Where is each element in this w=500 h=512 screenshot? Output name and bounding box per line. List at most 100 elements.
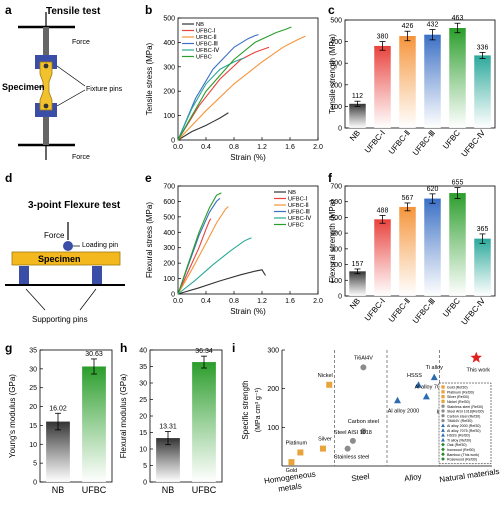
point-label: Gold [286,468,298,474]
panel-label-h: h [120,341,127,355]
alloy-marker [430,373,438,381]
tensile-curves-legend-label: UFBC-Ⅲ [196,42,218,48]
youngs-modulus-data-label: 16.02 [49,405,67,412]
supporting-pins-label: Supporting pins [32,315,88,324]
flexural-modulus-ytick-label: 40 [139,348,147,355]
flexural-curves-xtick-label: 0.8 [229,298,239,305]
flexural-curves-ytick-label: 200 [163,261,175,268]
alloy-marker [415,381,422,388]
force-label-top: Force [72,39,90,46]
youngs-modulus-ytick-label: 0 [33,480,37,487]
tensile-strength-data-label: 112 [352,93,363,100]
panel-label-d: d [5,171,12,185]
flexural-curves-legend-label: UFBC-Ⅲ [288,210,310,216]
flexural-modulus-data-label: 13.31 [159,423,177,430]
point-label: Carbon steel [348,419,379,425]
scatter-legend-label: HSSS (Ref30) [447,434,470,438]
group-label: Steel [351,472,371,483]
flexural-curves-xtick-label: 0.0 [173,298,183,305]
panel-label-i: i [232,341,235,355]
scatter-legend-label: Ti alloy (Ref30) [447,438,471,442]
youngs-modulus-ytick-label: 15 [29,423,37,430]
scatter-legend-label: Ti6Al4V (Ref30) [447,419,472,423]
tensile-strength-data-label: 380 [377,34,389,41]
metal-marker [319,445,326,452]
point-label: Nickel [318,373,333,379]
star-marker [470,351,482,363]
flexural-curves-xtick-label: 2.0 [313,298,323,305]
specific-strength-ylabel-unit: (MPa cm³ g⁻¹) [255,388,262,433]
flexural-curves-ytick-label: 300 [163,245,175,252]
steel-marker [360,428,367,435]
scatter-legend-label: Oak (Ref30) [447,443,467,447]
tensile-curves-ylabel: Tensile stress (MPa) [145,42,154,115]
scatter-legend-label: Carbon steel (Ref30) [447,414,480,418]
alloy-marker [441,433,445,437]
flexural-strength-bar-ufbc-i [374,219,391,296]
specific-strength-ytick-label: 100 [267,425,279,432]
tensile-strength-bar-ufbc-iv [474,55,491,129]
flexural-modulus-bar-nb [156,438,180,482]
youngs-modulus-bar-nb [46,421,70,482]
youngs-modulus-data-label: 30.63 [85,351,103,358]
specimen-label-d: Specimen [38,254,81,264]
scatter-legend-label: Al alloy 2000 (Ref30) [447,424,481,428]
youngs-modulus-ytick-label: 35 [29,348,37,355]
alloy-marker [394,396,401,404]
tensile-test-schematic: Tensile test Force Force Specimen Fixtur… [2,6,123,161]
scatter-legend-label: Ironwood (Ref30) [447,448,475,452]
panel-label-f: f [328,171,333,185]
specific-strength-ylabel: Specific strength [241,380,250,439]
youngs-modulus-ylabel: Young's modulus (GPa) [8,374,17,458]
steel-marker [344,445,351,452]
support-left [19,266,29,284]
flexural-curves-ytick-label: 700 [163,184,175,191]
flexural-strength-category-label: NB [348,297,362,311]
tensile-strength-category-label: UFBC-Ⅳ [460,128,488,159]
metal-marker [297,449,304,456]
flexural-curves-xtick-label: 1.6 [285,298,295,305]
flexural-curves-ytick-label: 400 [163,230,175,237]
tensile-strength-bar-ufbc-iii [424,34,441,128]
tensile-curves-ytick-label: 0 [171,138,175,145]
point-label: Ti alloy [426,365,443,371]
flexural-strength-bar-ufbc-ii [399,206,416,296]
tensile-strength-bar-ufbc [449,27,466,128]
tensile-curves-legend-label: NB [196,22,204,28]
flexural-curves-legend-label: UFBC-Ⅳ [288,216,312,222]
flexural-strength-ytick-label: 700 [330,184,342,191]
scatter-legend-label: Gold (Ref30) [447,386,468,390]
specific-strength-ytick-label: 300 [267,348,279,355]
loading-pin-label: Loading pin [82,242,118,249]
flexural-curves-ytick-label: 0 [171,292,175,299]
flexural-curves-ylabel: Flexural stress (MPa) [145,202,154,278]
tensile-strength-chart: 0 100 200 300 400 500 Tensile strength (MPa) 11… [328,15,496,159]
flexural-curves-legend-label: UFBC [288,223,304,229]
flexural-strength-ytick-label: 400 [330,231,342,238]
natural-marker [441,442,445,447]
point-label: Al alloy 7075 [415,384,447,390]
alloy-marker [441,423,445,428]
flexural-curves-ytick-label: 100 [163,276,175,283]
youngs-modulus-ytick-label: 25 [29,385,37,392]
tensile-strength-frame [344,19,496,129]
tensile-curves-legend-label: UFBC-Ⅳ [196,48,220,54]
flexural-curves-frame [177,185,319,295]
tensile-curves-ytick-label: 400 [163,40,175,47]
flexural-strength-data-label: 157 [352,261,364,268]
flexural-strength-bar-ufbc-iii [424,198,441,296]
tensile-curves-xtick-label: 1.6 [285,144,295,151]
point-label: Stainless steel [334,455,369,461]
metal-marker [441,399,445,404]
support-pointer-right [79,288,97,311]
panel-label-b: b [145,3,152,17]
flexural-modulus-ytick-label: 35 [139,364,147,371]
tensile-curves-xlabel: Strain (%) [230,153,266,162]
flexural-curves-legend-label: UFBC-Ⅰ [288,197,308,203]
tensile-test-title: Tensile test [46,6,101,17]
metal-marker [288,459,295,466]
flexural-curves-xtick-label: 1.2 [257,298,267,305]
flexure-test-schematic: 3-point Flexure test Force Loading pin S… [5,200,125,324]
flexural-modulus-bar-ufbc [192,362,216,482]
